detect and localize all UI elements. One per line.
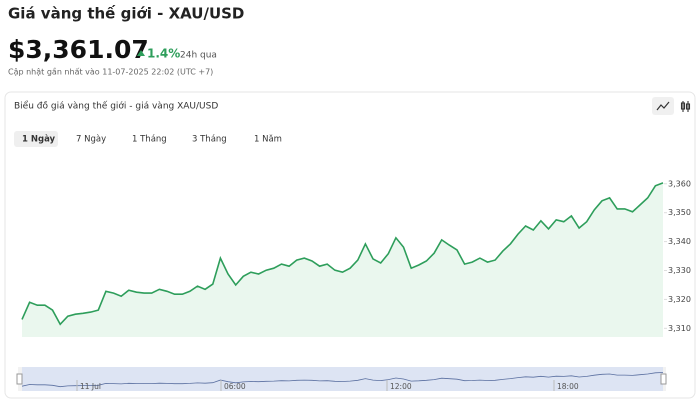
- navigator-handle[interactable]: [16, 373, 23, 385]
- card-title: Biểu đồ giá vàng thế giới - giá vàng XAU…: [14, 101, 218, 112]
- navigator-label: 18:00: [557, 382, 579, 391]
- navigator-label: 11 Jul: [80, 382, 101, 391]
- line: [21, 182, 664, 326]
- price: $3,361.07: [8, 35, 149, 64]
- tab[interactable]: 1 Tháng: [132, 135, 167, 145]
- y-tick-label: 3,330: [668, 266, 691, 275]
- plot: 3,310 3,320 3,330 3,340 3,350 3,360: [21, 179, 691, 337]
- up-arrow: [137, 50, 145, 56]
- navigator-selection[interactable]: [22, 367, 663, 391]
- y-tick-label: 3,360: [668, 179, 691, 188]
- navigator-handle[interactable]: [660, 373, 667, 385]
- line-icon[interactable]: [652, 97, 674, 115]
- y-tick-label: 3,310: [668, 324, 691, 333]
- updated: Cập nhật gần nhất vào 11-07-2025 22:02 (…: [8, 67, 213, 78]
- tab[interactable]: 3 Tháng: [192, 135, 227, 145]
- navigator-line: [21, 372, 664, 388]
- y-tick-label: 3,350: [668, 208, 691, 217]
- change: 1.4%: [147, 47, 180, 61]
- candle-icon[interactable]: [680, 101, 691, 112]
- navigator-label: 06:00: [224, 382, 246, 391]
- tabs: 1 Ngày 7 Ngày 1 Tháng 3 Tháng 1 Năm: [14, 131, 282, 147]
- y-tick-label: 3,340: [668, 237, 691, 246]
- tab[interactable]: 1 Năm: [254, 135, 282, 145]
- tab[interactable]: 7 Ngày: [76, 135, 106, 145]
- tab[interactable]: 1 Ngày: [22, 135, 56, 145]
- tab-active-bg: [14, 131, 58, 147]
- y-tick-label: 3,320: [668, 295, 691, 304]
- navigator-label: 12:00: [390, 382, 412, 391]
- area: [22, 182, 663, 337]
- navigator-path: [21, 372, 664, 388]
- period: 24h qua: [180, 51, 217, 61]
- line-icon-glyph: [656, 101, 670, 111]
- page-title: Giá vàng thế giới - XAU/USD: [8, 4, 244, 23]
